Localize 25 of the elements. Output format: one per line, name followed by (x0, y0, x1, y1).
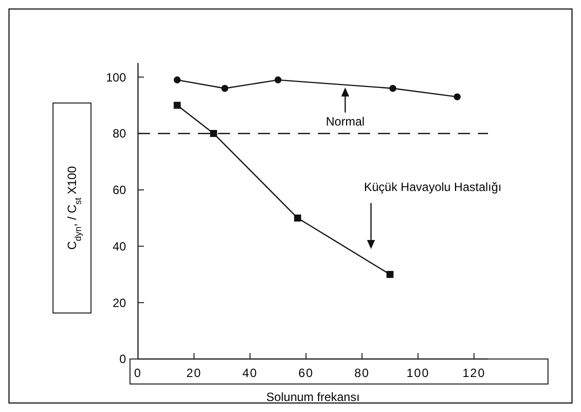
y-tick-label: 0 (119, 352, 126, 366)
x-tick-label: 80 (354, 366, 370, 380)
x-axis-title: Solunum frekansı (266, 390, 360, 404)
x-tick-label: 100 (406, 366, 430, 380)
y-tick-label: 100 (106, 70, 126, 84)
point (294, 214, 302, 222)
annotation: Normal (326, 114, 365, 129)
y-tick-label: 80 (112, 126, 126, 141)
point (221, 84, 228, 92)
point (210, 130, 218, 137)
x-tick-label: 40 (242, 366, 258, 380)
x-tick-label: 120 (462, 366, 486, 380)
point (274, 76, 282, 84)
y-tick-label: 60 (112, 183, 126, 198)
point (454, 93, 461, 100)
x-tick-label: 60 (298, 366, 314, 380)
point (174, 76, 181, 84)
y-tick-label: 20 (112, 296, 126, 310)
y-tick-label: 40 (112, 239, 126, 254)
x-tick-label: 20 (186, 366, 202, 380)
point (389, 84, 396, 92)
x-tick-label: 0 (134, 366, 142, 380)
point (386, 270, 394, 278)
annotation: Küçük Havayolu Hastalığı (364, 180, 502, 194)
point (174, 102, 181, 109)
